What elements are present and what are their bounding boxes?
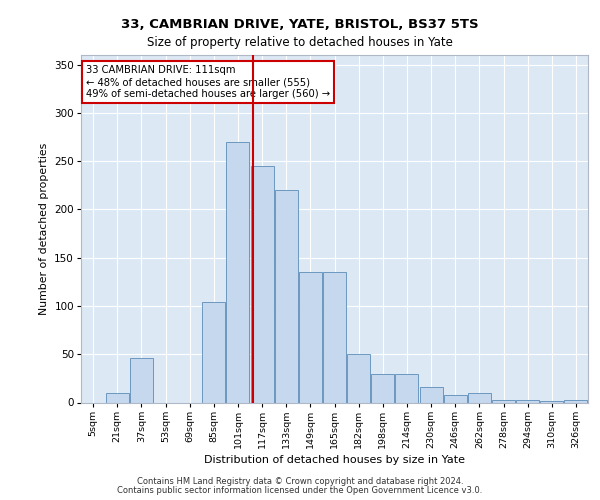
Bar xyxy=(275,190,298,402)
Text: Contains HM Land Registry data © Crown copyright and database right 2024.: Contains HM Land Registry data © Crown c… xyxy=(137,477,463,486)
Text: 33, CAMBRIAN DRIVE, YATE, BRISTOL, BS37 5TS: 33, CAMBRIAN DRIVE, YATE, BRISTOL, BS37 … xyxy=(121,18,479,30)
Bar xyxy=(565,400,587,402)
Text: Contains public sector information licensed under the Open Government Licence v3: Contains public sector information licen… xyxy=(118,486,482,495)
Bar xyxy=(226,142,250,403)
Bar xyxy=(299,272,322,402)
Bar xyxy=(468,393,491,402)
Bar xyxy=(130,358,153,403)
Text: 33 CAMBRIAN DRIVE: 111sqm
← 48% of detached houses are smaller (555)
49% of semi: 33 CAMBRIAN DRIVE: 111sqm ← 48% of detac… xyxy=(86,66,330,98)
X-axis label: Distribution of detached houses by size in Yate: Distribution of detached houses by size … xyxy=(204,455,465,465)
Text: Size of property relative to detached houses in Yate: Size of property relative to detached ho… xyxy=(147,36,453,49)
Bar xyxy=(541,400,563,402)
Bar xyxy=(516,400,539,402)
Bar xyxy=(444,395,467,402)
Bar xyxy=(347,354,370,403)
Bar xyxy=(419,387,443,402)
Y-axis label: Number of detached properties: Number of detached properties xyxy=(39,142,49,315)
Bar xyxy=(202,302,225,402)
Bar xyxy=(395,374,418,402)
Bar xyxy=(492,400,515,402)
Bar xyxy=(371,374,394,402)
Bar xyxy=(323,272,346,402)
Bar xyxy=(251,166,274,402)
Bar xyxy=(106,393,128,402)
